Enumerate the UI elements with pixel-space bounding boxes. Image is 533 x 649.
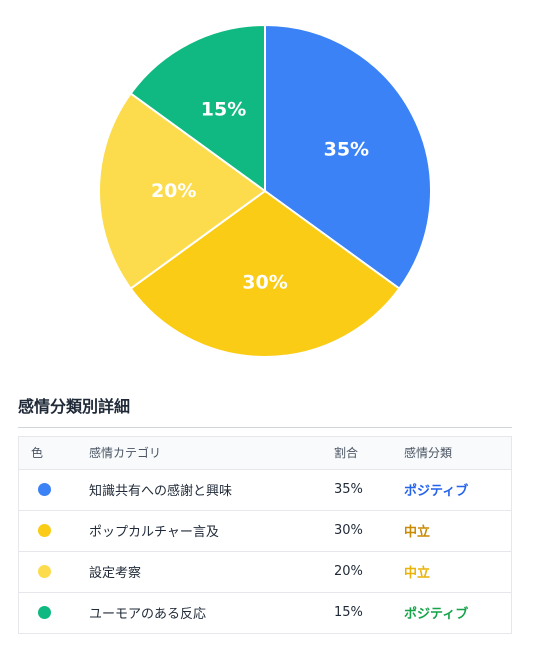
slice-value-label: 20% (151, 180, 196, 202)
color-dot (38, 524, 51, 537)
ratio-cell: 15% (334, 605, 363, 620)
header-ratio: 割合 (334, 437, 404, 470)
category-cell: 設定考察 (89, 551, 334, 593)
section-title: 感情分類別詳細 (18, 393, 512, 428)
detail-table: 色 感情カテゴリ 割合 感情分類 知識共有への感謝と興味 35% ポジティブ ポ… (18, 436, 512, 634)
header-color: 色 (19, 437, 89, 470)
sentiment-cell: ポジティブ (404, 469, 511, 511)
pie-chart: 35% 30% 20% 15% (98, 23, 432, 358)
table-row: ユーモアのある反応 15% ポジティブ (19, 592, 511, 633)
sentiment-cell: ポジティブ (404, 607, 469, 622)
pie-slice (264, 23, 432, 290)
ratio-cell: 30% (334, 510, 404, 552)
category-cell: ユーモアのある反応 (89, 607, 207, 622)
sentiment-cell: 中立 (404, 510, 511, 552)
pie-slice (129, 189, 401, 358)
color-dot (38, 565, 51, 578)
slice-value-label: 30% (242, 271, 287, 293)
sentiment-cell: 中立 (404, 551, 511, 593)
slice-value-label: 15% (201, 99, 246, 121)
slice-value-label: 35% (324, 139, 369, 161)
table-row: ポップカルチャー言及 30% 中立 (19, 510, 511, 552)
color-dot (38, 483, 51, 496)
header-sentiment: 感情分類 (404, 437, 511, 470)
category-cell: ポップカルチャー言及 (89, 510, 334, 552)
table-header-row: 色 感情カテゴリ 割合 感情分類 (19, 437, 511, 470)
header-category: 感情カテゴリ (89, 437, 334, 470)
pie-slice (129, 23, 266, 193)
color-dot (38, 606, 51, 619)
table-row: 知識共有への感謝と興味 35% ポジティブ (19, 469, 511, 511)
ratio-cell: 35% (334, 469, 404, 511)
ratio-cell: 20% (334, 551, 404, 593)
pie-slice (98, 92, 267, 290)
table-row: 設定考察 20% 中立 (19, 551, 511, 593)
category-cell: 知識共有への感謝と興味 (89, 469, 334, 511)
